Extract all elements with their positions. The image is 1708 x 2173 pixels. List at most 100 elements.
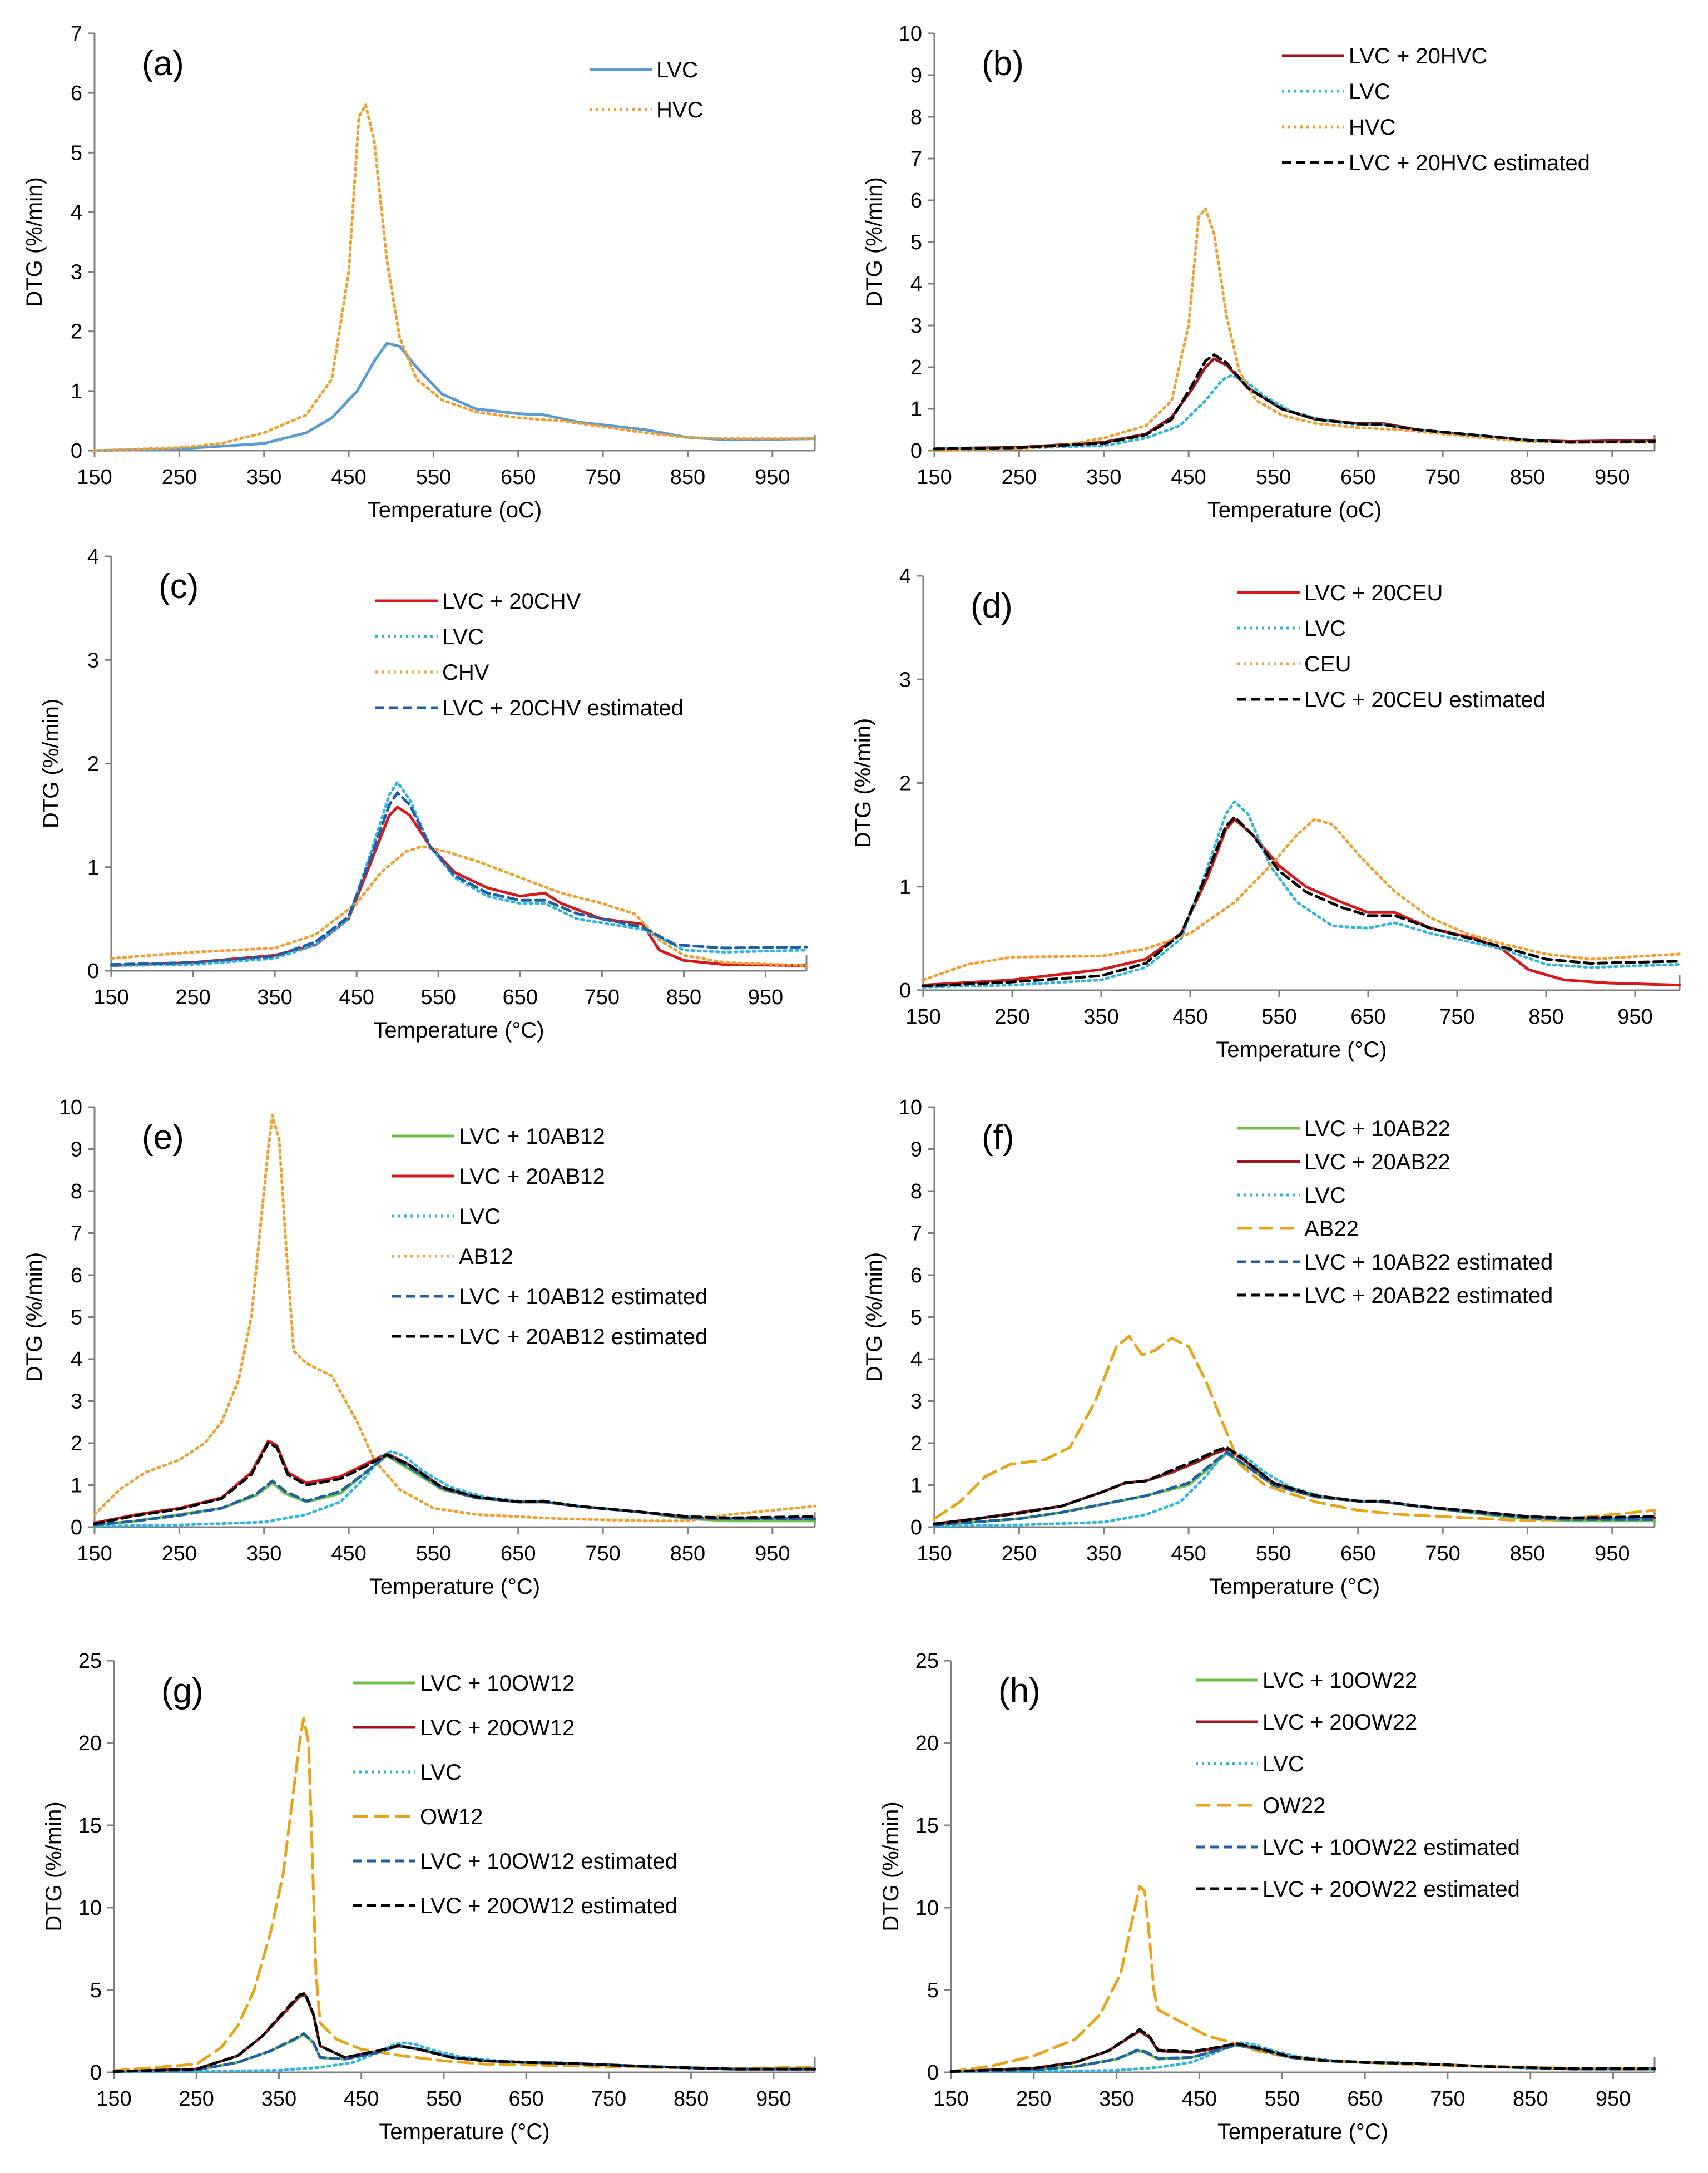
legend-label: LVC + 20CEU estimated xyxy=(1304,688,1546,712)
y-tick-label: 0 xyxy=(87,960,99,983)
x-tick-label: 350 xyxy=(261,2087,296,2111)
x-tick-label: 850 xyxy=(1510,466,1545,489)
y-tick-label: 8 xyxy=(71,1180,82,1203)
legend-label: LVC xyxy=(656,58,698,82)
x-axis-title: Temperature (°C) xyxy=(369,1574,540,1599)
x-tick-label: 950 xyxy=(755,1542,790,1565)
y-tick-label: 5 xyxy=(71,141,82,165)
y-tick-label: 6 xyxy=(71,1264,82,1287)
y-tick-label: 8 xyxy=(910,106,922,129)
y-tick-label: 1 xyxy=(910,1474,922,1498)
series-line-ow12 xyxy=(112,1717,816,2072)
legend-label: OW12 xyxy=(420,1805,483,1829)
series-line-chv xyxy=(110,845,808,967)
y-tick-label: 0 xyxy=(910,1516,922,1539)
x-tick-label: 850 xyxy=(674,2087,709,2111)
x-tick-label: 650 xyxy=(501,466,536,489)
y-axis-title: DTG (%/min) xyxy=(42,1801,66,1931)
legend-label: LVC + 10AB22 xyxy=(1304,1117,1450,1141)
series-line-lvc xyxy=(112,2041,816,2073)
x-tick-label: 650 xyxy=(501,1542,536,1565)
x-tick-label: 850 xyxy=(1513,2087,1548,2111)
x-tick-label: 750 xyxy=(585,466,620,489)
legend-label: LVC + 20OW22 xyxy=(1263,1710,1417,1735)
y-tick-label: 2 xyxy=(87,753,99,776)
x-tick-label: 250 xyxy=(1002,1542,1037,1565)
x-tick-label: 450 xyxy=(1171,1542,1206,1565)
chart-panel-e: 0 1 2 3 4 5 6 7 8 9 10 150 250 350 450 550 650 750 850 950 T… xyxy=(22,1096,816,1599)
chart-panel-g: 0 5 10 15 20 25 150 250 350 450 550 650 750 850 950 Tem… xyxy=(42,1649,816,2144)
y-tick-label: 7 xyxy=(71,22,82,46)
legend-label: LVC + 20OW12 estimated xyxy=(420,1894,677,1918)
legend-label: LVC + 20HVC xyxy=(1349,44,1487,68)
y-tick-label: 1 xyxy=(910,398,922,421)
y-axis-title: DTG (%/min) xyxy=(39,699,63,828)
x-tick-label: 750 xyxy=(585,1542,620,1565)
y-tick-label: 4 xyxy=(910,1348,922,1371)
x-tick-label: 450 xyxy=(1171,466,1206,489)
y-tick-label: 5 xyxy=(910,231,922,254)
y-tick-label: 1 xyxy=(87,856,99,880)
y-tick-label: 3 xyxy=(71,261,82,284)
series-line-hvc xyxy=(93,103,816,452)
x-axis-title: Temperature (°C) xyxy=(373,1018,544,1043)
x-tick-label: 950 xyxy=(756,2087,791,2111)
series-line-ab22 xyxy=(933,1335,1656,1523)
x-tick-label: 550 xyxy=(426,2087,461,2111)
y-tick-label: 8 xyxy=(910,1180,922,1203)
x-tick-label: 150 xyxy=(93,986,128,1009)
x-tick-label: 650 xyxy=(1350,1005,1385,1029)
x-tick-label: 250 xyxy=(162,1542,197,1565)
y-tick-label: 4 xyxy=(71,1348,82,1371)
y-tick-label: 2 xyxy=(910,1432,922,1455)
legend-label: LVC + 10AB22 estimated xyxy=(1304,1250,1553,1275)
y-tick-label: 2 xyxy=(71,320,82,344)
y-tick-label: 10 xyxy=(915,1897,939,1920)
chart-panel-c: 0 1 2 3 4 150 250 350 450 550 650 750 850 950 Temperat… xyxy=(39,545,808,1043)
x-tick-label: 850 xyxy=(1528,1005,1563,1029)
y-tick-label: 25 xyxy=(78,1649,102,1673)
panel-label: (c) xyxy=(159,567,199,606)
x-tick-label: 650 xyxy=(1340,466,1375,489)
x-tick-label: 450 xyxy=(1182,2087,1217,2111)
x-tick-label: 750 xyxy=(1430,2087,1465,2111)
legend-label: LVC + 20AB12 estimated xyxy=(459,1325,707,1349)
chart-panel-f: 0 1 2 3 4 5 6 7 8 9 10 150 250 350 450 550 650 750 850 950 T… xyxy=(862,1096,1656,1599)
y-tick-label: 6 xyxy=(71,82,82,105)
legend-label: LVC xyxy=(420,1760,462,1785)
y-tick-label: 10 xyxy=(78,1897,102,1920)
y-tick-label: 20 xyxy=(78,1732,102,1755)
y-tick-label: 3 xyxy=(87,649,99,672)
y-tick-label: 0 xyxy=(899,979,911,1002)
legend-label: LVC xyxy=(1349,80,1390,104)
x-tick-label: 850 xyxy=(670,466,705,489)
x-tick-label: 550 xyxy=(421,986,456,1009)
y-axis-title: DTG (%/min) xyxy=(862,1252,887,1382)
legend-label: LVC + 10OW12 xyxy=(420,1671,575,1696)
panel-label: (g) xyxy=(161,1672,204,1710)
y-tick-label: 1 xyxy=(899,876,911,899)
x-tick-label: 850 xyxy=(1510,1542,1545,1565)
x-tick-label: 250 xyxy=(179,2087,214,2111)
x-tick-label: 150 xyxy=(933,2087,968,2111)
series-line-lvc-20ceu xyxy=(922,818,1681,987)
panel-label: (b) xyxy=(982,45,1024,83)
legend-label: LVC xyxy=(1304,1183,1346,1208)
x-tick-label: 350 xyxy=(1099,2087,1134,2111)
y-tick-label: 2 xyxy=(910,356,922,379)
panel-label: (f) xyxy=(982,1118,1014,1157)
x-tick-label: 750 xyxy=(1439,1005,1474,1029)
legend-label: CHV xyxy=(442,660,489,685)
legend-label: CEU xyxy=(1304,652,1351,676)
x-tick-label: 350 xyxy=(246,466,281,489)
series-line-lvc-20ow12-estimated xyxy=(112,1992,816,2073)
y-tick-label: 2 xyxy=(899,772,911,796)
x-tick-label: 450 xyxy=(331,466,366,489)
x-tick-label: 150 xyxy=(77,466,112,489)
y-tick-label: 4 xyxy=(87,545,99,569)
series-line-ab12 xyxy=(93,1114,816,1523)
x-axis-title: Temperature (oC) xyxy=(1207,498,1382,522)
y-tick-label: 0 xyxy=(910,439,922,463)
x-tick-label: 350 xyxy=(1086,1542,1121,1565)
legend-label: LVC + 20AB22 xyxy=(1304,1150,1450,1174)
